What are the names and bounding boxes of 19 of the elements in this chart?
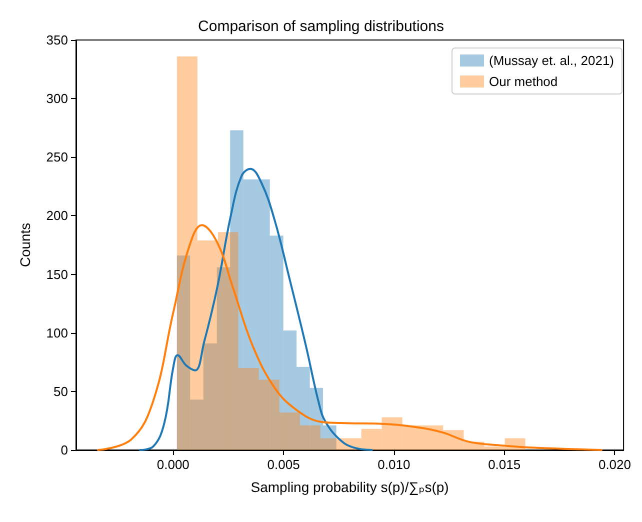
y-tick-label: 200 (46, 208, 68, 224)
y-axis-title: Counts (17, 222, 33, 268)
y-tick-label: 300 (46, 91, 68, 106)
y-tick-label: 150 (46, 266, 68, 282)
legend-label: Our method (489, 74, 558, 89)
x-axis-title: Sampling probability s(p)/∑ₚs(p) (250, 479, 449, 495)
y-tick-label: 250 (46, 150, 68, 165)
y-tick-label: 50 (54, 384, 68, 399)
x-tick-label: 0.015 (488, 457, 521, 472)
x-tick-label: 0.005 (267, 457, 300, 472)
x-tick-label: 0.020 (598, 457, 632, 472)
y-tick-label: 350 (46, 32, 68, 48)
y-tick-label: 100 (46, 325, 68, 340)
legend-label: (Mussay et. al., 2021) (489, 53, 614, 68)
y-tick-label: 0 (60, 442, 68, 458)
x-tick-label: 0.000 (156, 457, 190, 472)
chart-title: Comparison of sampling distributions (198, 18, 444, 35)
line-series (97, 224, 602, 451)
x-tick-label: 0.010 (378, 457, 410, 472)
